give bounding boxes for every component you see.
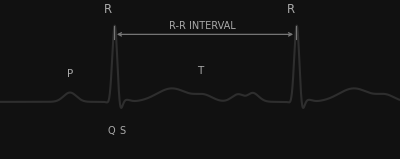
Text: R: R bbox=[287, 3, 295, 16]
Text: Q: Q bbox=[107, 126, 115, 136]
Text: P: P bbox=[67, 69, 73, 79]
Text: T: T bbox=[197, 66, 203, 76]
Text: R-R INTERVAL: R-R INTERVAL bbox=[169, 21, 235, 31]
Text: R: R bbox=[104, 3, 112, 16]
Text: S: S bbox=[119, 126, 125, 136]
